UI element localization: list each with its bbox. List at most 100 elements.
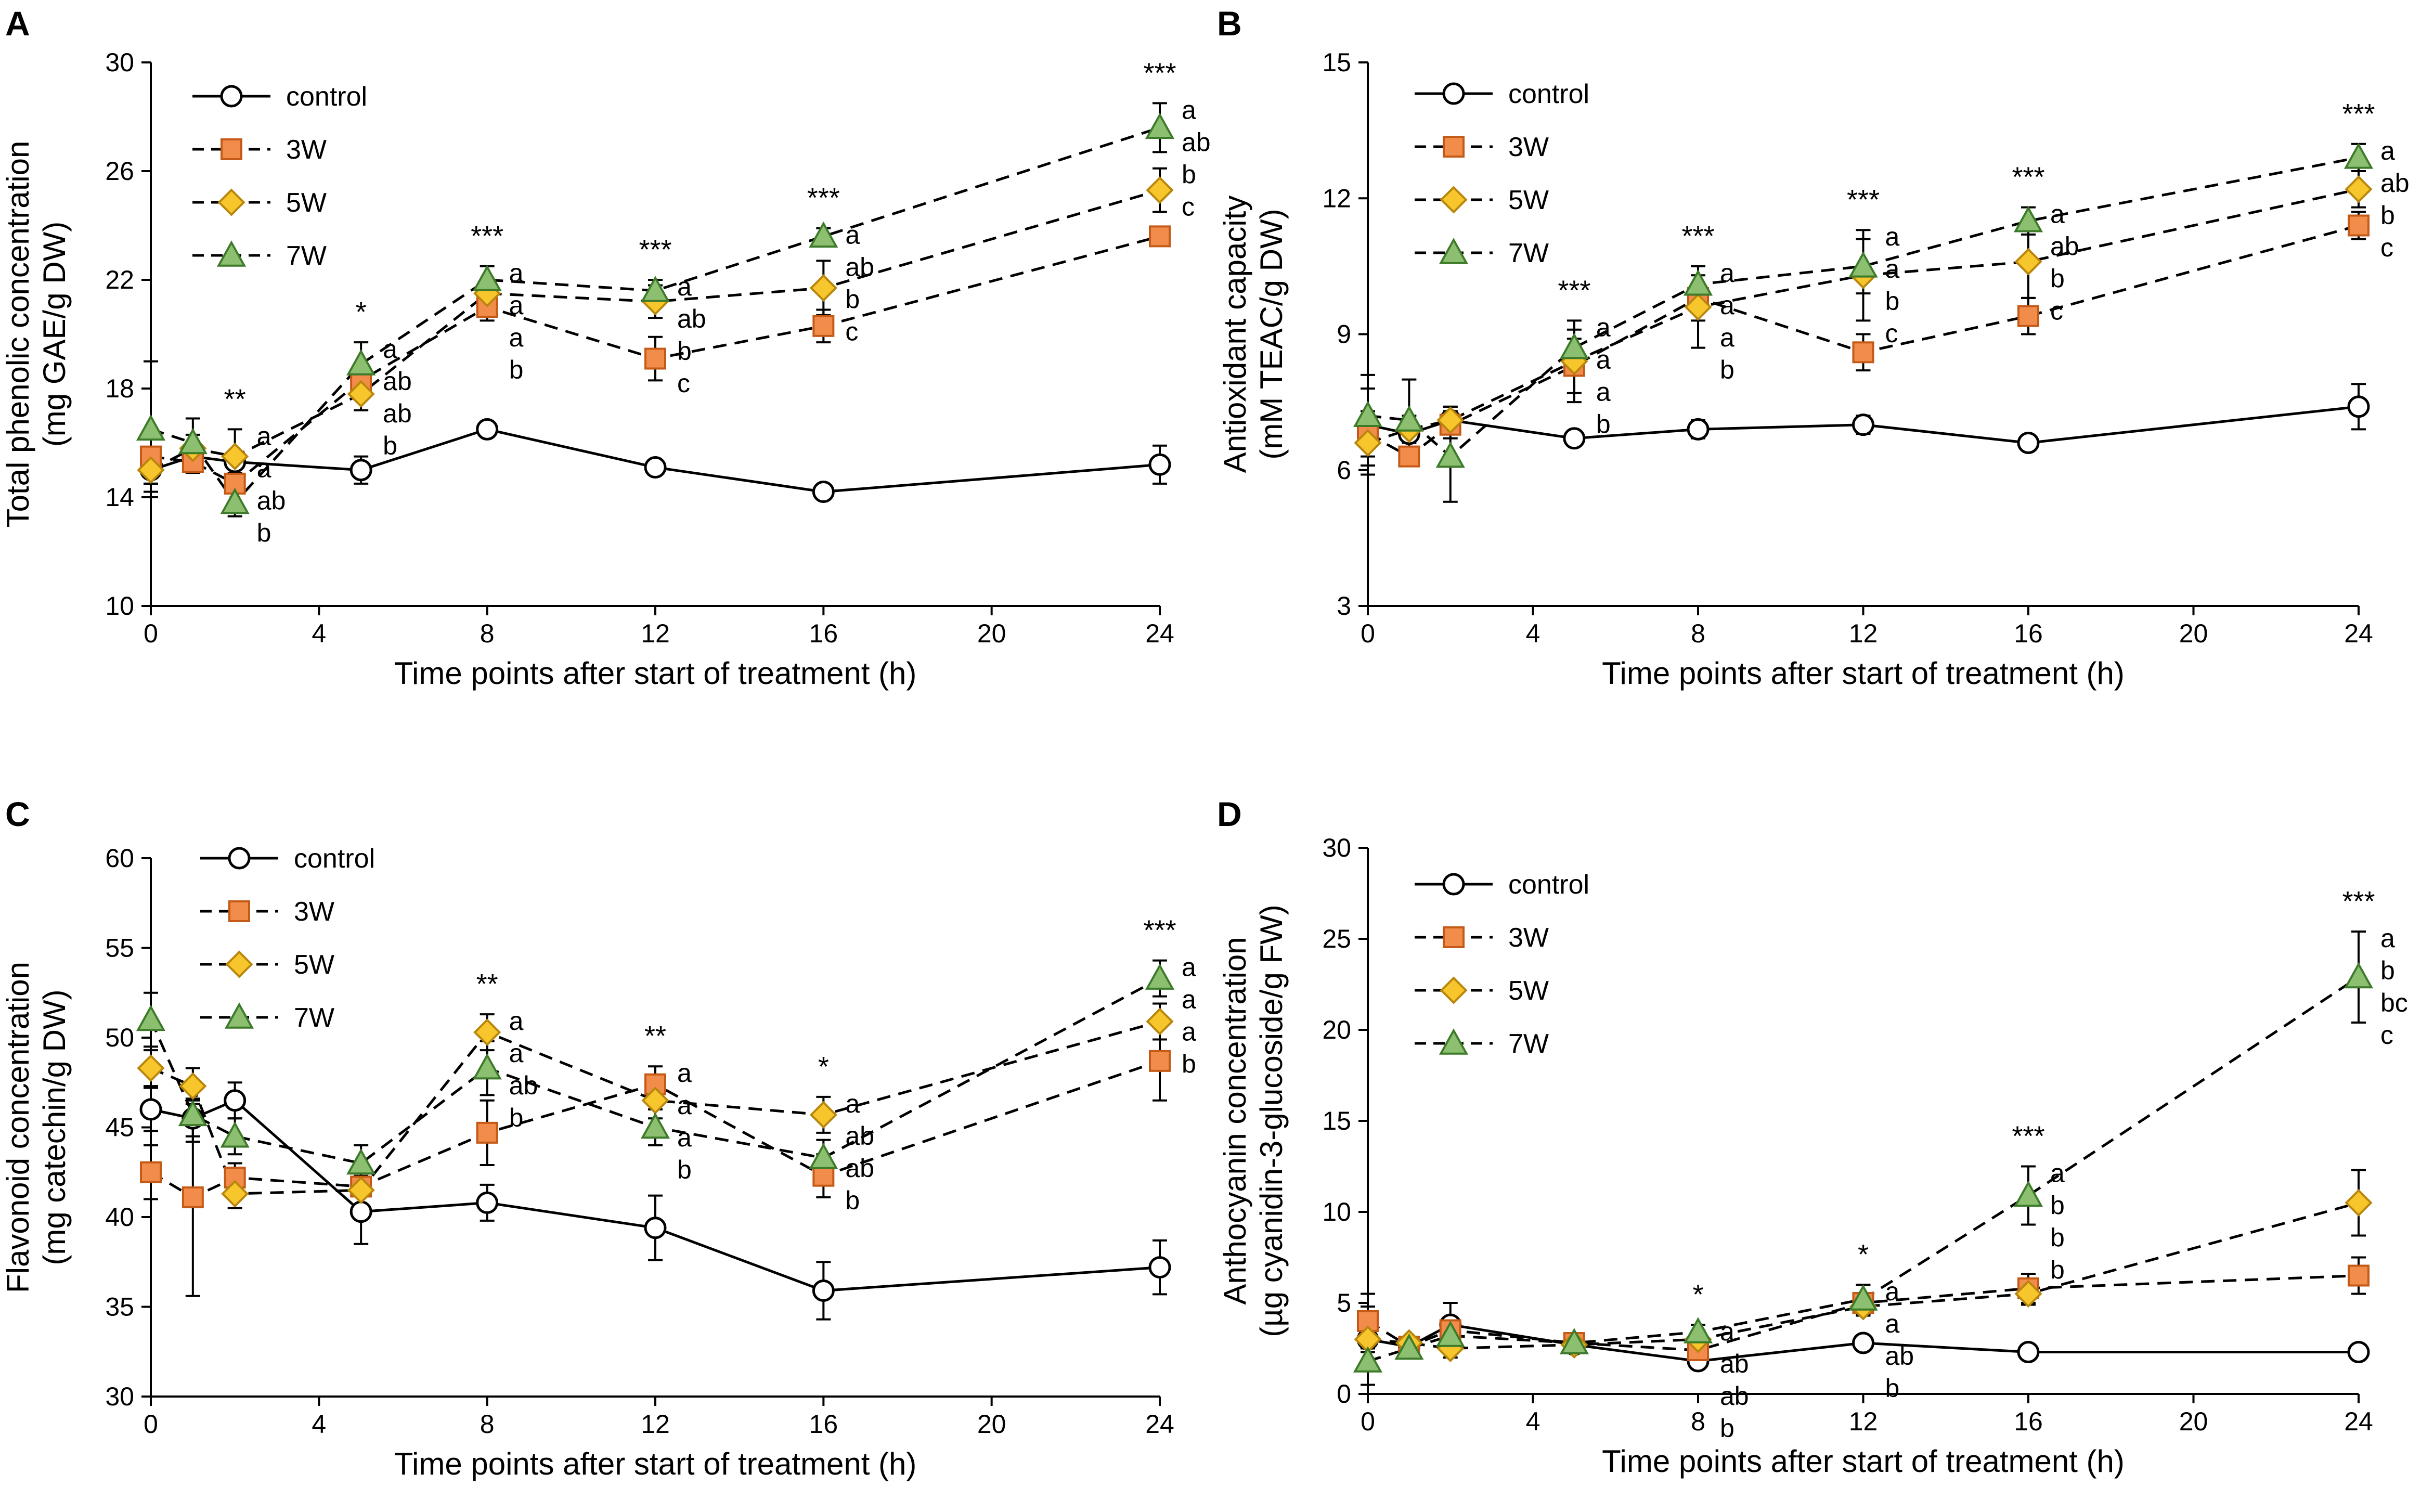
- group-letter: a: [1596, 345, 1611, 374]
- x-tick-label: 16: [2014, 1407, 2043, 1436]
- group-letter: ab: [1182, 127, 1211, 157]
- legend-triangle-marker: [224, 1002, 254, 1029]
- panel-a: A 10 14 18 22 26 30 0 4 8 12 16 20 24 Time points aft…: [1, 4, 1211, 691]
- x-tick-label: 8: [1691, 619, 1705, 648]
- data-point-triangle-marker: [220, 1121, 250, 1148]
- data-point-circle-marker: [812, 481, 835, 503]
- significance-marker: ***: [1143, 915, 1176, 946]
- legend-label: 3W: [1508, 923, 1549, 953]
- data-point-circle-marker: [476, 418, 499, 441]
- group-letter: a: [257, 454, 271, 483]
- y-tick-label: 6: [1337, 456, 1351, 485]
- legend-label: 3W: [286, 135, 327, 165]
- data-point-circle-marker: [812, 1279, 835, 1302]
- legend-label: control: [286, 82, 367, 112]
- y-tick-label: 30: [105, 1382, 134, 1411]
- data-point-triangle-marker: [1353, 400, 1383, 428]
- group-letter: a: [2380, 136, 2395, 165]
- data-point-circle-marker: [1852, 413, 1874, 436]
- data-point-diamond-marker: [1146, 176, 1174, 204]
- x-tick-label: 20: [977, 619, 1006, 648]
- data-point-triangle-marker: [220, 487, 250, 514]
- group-letter: a: [509, 259, 524, 288]
- x-tick-label: 12: [641, 619, 670, 648]
- x-tick-label: 20: [2179, 619, 2208, 648]
- chart-d-grid: 0 5 10 15 20 25 30 0 4 8 12 16 20 24 Time points after…: [1218, 833, 2373, 1479]
- data-point-circle-marker: [2017, 1341, 2040, 1363]
- panel-d: D 0 5 10 15 20 25 30 0 4 8 12 16 20 24 Time points aft…: [1217, 795, 2408, 1479]
- x-tick-label: 20: [2179, 1407, 2208, 1436]
- significance-marker: ***: [639, 234, 671, 265]
- group-letter: b: [2380, 201, 2395, 230]
- legend-square-marker: [228, 900, 250, 922]
- data-point-triangle-marker: [640, 1112, 670, 1139]
- data-point-square-marker: [1149, 225, 1171, 248]
- group-letter: b: [509, 355, 524, 384]
- legend-diamond-marker: [225, 950, 253, 978]
- data-point-triangle-marker: [1353, 1346, 1383, 1373]
- data-point-triangle-marker: [136, 1004, 166, 1031]
- legend-label: control: [294, 844, 375, 874]
- x-tick-label: 0: [1361, 619, 1375, 648]
- panel-label-c: C: [5, 795, 30, 833]
- legend-circle-marker: [1442, 873, 1465, 896]
- data-point-diamond-marker: [347, 380, 375, 408]
- group-letter: a: [1182, 953, 1196, 982]
- y-tick-label: 10: [105, 591, 134, 621]
- legend-label: 7W: [1508, 238, 1549, 268]
- legend-square-marker: [1443, 926, 1465, 948]
- group-letter: a: [2050, 1159, 2065, 1188]
- significance-marker: *: [818, 1051, 829, 1082]
- data-point-triangle-marker: [346, 1148, 376, 1175]
- x-tick-label: 16: [2014, 619, 2043, 648]
- data-point-square-marker: [2348, 214, 2370, 237]
- data-point-circle-marker: [1148, 1256, 1171, 1279]
- data-point-circle-marker: [139, 1098, 162, 1121]
- y-tick-label: 10: [1322, 1197, 1351, 1226]
- panel-b: B 3 6 9 12 15 0 4 8 12 16 20 24 Time points after st…: [1217, 4, 2410, 691]
- legend-label: 5W: [1508, 185, 1549, 215]
- data-point-triangle-marker: [2013, 205, 2043, 232]
- group-letter: bc: [2380, 988, 2408, 1017]
- data-point-diamond-marker: [221, 443, 249, 471]
- y-axis-title-line2: (mg GAE/g DW): [37, 222, 72, 447]
- legend-c: control 3W 5W 7W: [200, 844, 375, 1033]
- significance-marker: **: [224, 383, 246, 415]
- data-point-triangle-marker: [2013, 1180, 2043, 1207]
- significance-marker: ***: [471, 221, 503, 252]
- group-letter: ab: [2050, 232, 2079, 261]
- group-letter: c: [677, 369, 690, 398]
- legend-square-marker: [221, 138, 242, 160]
- y-axis-title-line1: Flavonoid concentration: [1, 962, 35, 1293]
- data-point-triangle-marker: [1145, 963, 1175, 990]
- y-tick-label: 22: [105, 265, 134, 294]
- group-letter: a: [509, 323, 524, 352]
- data-point-diamond-marker: [809, 1101, 837, 1129]
- data-point-square-marker: [644, 347, 666, 370]
- y-tick-label: 5: [1337, 1288, 1351, 1317]
- group-letter: b: [1182, 160, 1196, 189]
- data-point-triangle-marker: [178, 1100, 208, 1127]
- data-point-triangle-marker: [1394, 1333, 1424, 1360]
- data-point-triangle-marker: [1848, 1284, 1878, 1311]
- x-tick-label: 4: [1526, 1407, 1540, 1436]
- y-tick-label: 25: [1322, 924, 1351, 953]
- data-point-circle-marker: [2347, 395, 2370, 418]
- chart-d-series: [1353, 931, 2374, 1386]
- group-letter: a: [1885, 1277, 1900, 1306]
- legend-triangle-marker: [1439, 1028, 1469, 1055]
- data-point-diamond-marker: [2345, 175, 2373, 203]
- group-letter: a: [1720, 1317, 1734, 1346]
- group-letter: b: [257, 518, 271, 547]
- significance-marker: ***: [807, 183, 840, 214]
- group-letter: b: [677, 337, 692, 366]
- y-tick-label: 30: [1322, 833, 1351, 862]
- y-axis-title-line1: Antioxidant capacity: [1218, 196, 1252, 473]
- x-tick-label: 12: [1849, 1407, 1878, 1436]
- group-letter: b: [509, 1103, 524, 1132]
- y-tick-label: 14: [105, 483, 134, 512]
- chart-b-series: [1353, 143, 2374, 503]
- group-letter: ab: [845, 1154, 874, 1183]
- group-letter: ab: [1885, 1341, 1914, 1371]
